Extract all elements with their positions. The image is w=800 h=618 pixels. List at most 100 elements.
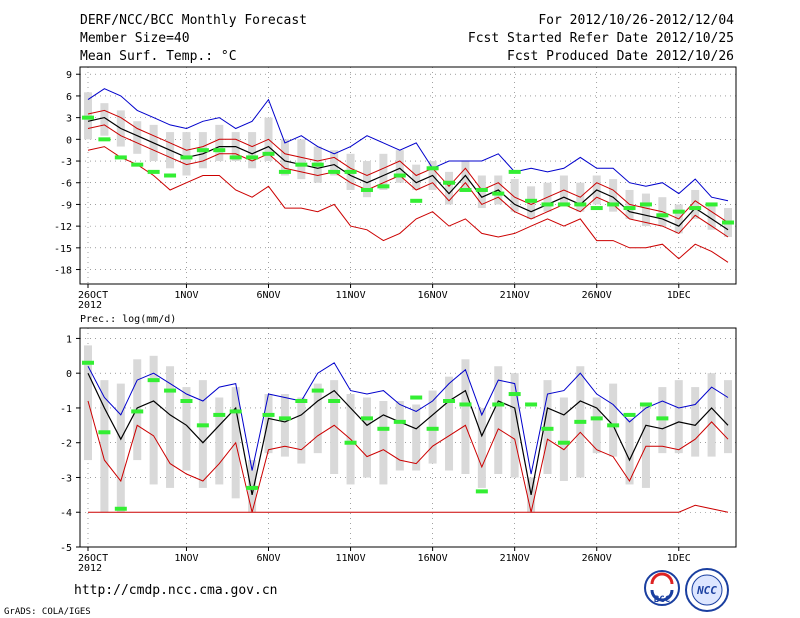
observed-marker	[459, 187, 472, 192]
observed-marker	[541, 202, 554, 207]
grads-credit: GrADS: COLA/IGES	[4, 607, 91, 617]
x-tick-label: 21NOV	[500, 553, 530, 564]
y-tick-label: -2	[60, 439, 72, 450]
observed-marker	[360, 416, 373, 421]
x-tick-label: 1NOV	[174, 290, 198, 301]
x-tick-label: 26OCT	[78, 553, 108, 564]
y-tick-label: 0	[66, 369, 72, 380]
x-tick-label: 1DEC	[667, 290, 691, 301]
spread-box	[412, 164, 421, 190]
observed-marker	[426, 426, 439, 431]
observed-marker	[344, 169, 357, 174]
observed-marker	[656, 416, 669, 421]
chart-title: DERF/NCC/BCC Monthly Forecast	[80, 13, 307, 28]
upper-bound-line	[87, 88, 729, 202]
spread-box	[264, 394, 273, 454]
spread-box	[248, 132, 257, 169]
observed-marker	[393, 419, 406, 424]
x-tick-label: 26NOV	[582, 553, 612, 564]
spread-box	[379, 401, 388, 485]
y-tick-label: 9	[66, 70, 72, 81]
observed-marker	[590, 416, 603, 421]
spread-box	[198, 380, 207, 488]
y-tick-label: -9	[60, 200, 72, 211]
precip-label: Prec.: log(mm/d)	[80, 314, 176, 325]
spread-box	[116, 383, 125, 513]
observed-marker	[557, 202, 570, 207]
floor-line	[88, 504, 729, 513]
observed-marker	[689, 206, 702, 211]
spread-box	[313, 383, 322, 454]
observed-marker	[590, 206, 603, 211]
y-tick-label: -18	[54, 266, 72, 277]
observed-marker	[475, 187, 488, 192]
observed-marker	[114, 155, 127, 160]
y-tick-label: -12	[54, 222, 72, 233]
ensemble-mean-line	[87, 372, 729, 496]
observed-marker	[246, 485, 259, 490]
spread-box	[625, 418, 634, 485]
y-tick-label: 3	[66, 114, 72, 125]
y-tick-label: 6	[66, 92, 72, 103]
spread-box	[100, 103, 109, 136]
y-tick-label: -5	[60, 543, 72, 554]
observed-marker	[82, 360, 94, 365]
spread-box	[297, 139, 306, 180]
x-tick-label: 6NOV	[256, 553, 280, 564]
observed-marker	[196, 423, 209, 428]
observed-marker	[98, 137, 111, 142]
observed-marker	[492, 191, 505, 196]
observed-marker	[196, 148, 209, 153]
x-year-label: 2012	[78, 563, 102, 574]
observed-marker	[410, 198, 423, 203]
plot-frame	[79, 327, 737, 548]
observed-marker	[525, 198, 538, 203]
spread-box	[100, 380, 109, 513]
observed-marker	[164, 173, 177, 178]
observed-marker	[672, 209, 685, 214]
observed-marker	[607, 202, 620, 207]
observed-marker	[328, 169, 341, 174]
upper-bound-line	[87, 362, 729, 475]
lower-bound-line	[87, 146, 729, 263]
spread-box	[510, 179, 519, 212]
footer-url[interactable]: http://cmdp.ncc.cma.gov.cn	[74, 583, 278, 598]
observed-marker	[131, 409, 144, 414]
observed-marker	[131, 162, 144, 167]
x-tick-label: 21NOV	[500, 290, 530, 301]
observed-marker	[525, 402, 538, 407]
spread-box	[395, 150, 404, 183]
spread-box	[592, 397, 601, 454]
spread-box	[379, 153, 388, 190]
x-tick-label: 1NOV	[174, 553, 198, 564]
observed-marker	[344, 440, 357, 445]
x-year-label: 2012	[78, 300, 102, 311]
ncc-logo-text: NCC	[696, 584, 717, 597]
fcst-started: Fcst Started Refer Date 2012/10/25	[468, 31, 734, 46]
observed-marker	[639, 202, 652, 207]
observed-marker	[180, 155, 193, 160]
x-tick-label: 6NOV	[256, 290, 280, 301]
observed-marker	[508, 169, 521, 174]
spread-box	[395, 401, 404, 471]
spread-box	[297, 397, 306, 464]
spread-box	[724, 380, 732, 454]
ensemble-mean-line	[87, 116, 729, 231]
spread-box	[707, 373, 716, 457]
plot-frame	[79, 66, 737, 285]
bcc-logo-text: BCC	[654, 595, 670, 605]
observed-marker	[508, 392, 521, 397]
x-tick-label: 26NOV	[582, 290, 612, 301]
observed-marker	[656, 213, 669, 218]
observed-marker	[246, 155, 259, 160]
spread-box	[330, 150, 339, 176]
observed-marker	[311, 162, 324, 167]
y-tick-label: -15	[54, 244, 72, 255]
spread-box	[182, 387, 191, 471]
observed-marker	[147, 378, 160, 383]
x-tick-label: 26OCT	[78, 290, 108, 301]
fcst-produced: Fcst Produced Date 2012/10/26	[507, 49, 734, 64]
lower-bound-line	[87, 400, 729, 513]
observed-marker	[443, 399, 456, 403]
forecast-period: For 2012/10/26-2012/12/04	[538, 13, 734, 28]
